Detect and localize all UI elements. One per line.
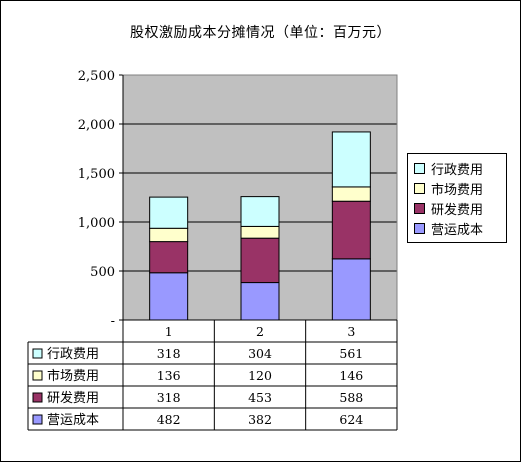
bar-segment bbox=[149, 241, 189, 274]
data-table: 1 2 3 行政费用 318 304 561 市场费用 136 120 146 研发费用 318 453 5… bbox=[27, 319, 398, 431]
legend-swatch bbox=[414, 222, 425, 234]
legend-item: 营运成本 bbox=[414, 218, 506, 238]
legend-label: 行政费用 bbox=[431, 162, 484, 178]
bar-segment bbox=[331, 131, 371, 188]
x-tick-label: 3 bbox=[347, 324, 355, 339]
y-tick-label: - bbox=[111, 314, 115, 329]
y-tick-label: 500 bbox=[90, 265, 115, 280]
legend-swatch bbox=[414, 182, 425, 194]
x-tick-label: 2 bbox=[256, 324, 264, 339]
bar-segment bbox=[240, 196, 280, 227]
legend-item: 行政费用 bbox=[414, 158, 506, 178]
table-cell: 146 bbox=[339, 368, 363, 383]
table-legend-key bbox=[32, 392, 43, 403]
table-cell: 120 bbox=[248, 368, 272, 383]
legend-label: 营运成本 bbox=[431, 222, 484, 238]
bar-segment bbox=[331, 186, 371, 202]
bar-segment bbox=[149, 272, 189, 321]
legend-swatch bbox=[414, 162, 425, 174]
plot-area: - 500 1,000 1,500 2,000 2,500 bbox=[78, 69, 398, 329]
chart-title: 股权激励成本分摊情况（单位：百万元） bbox=[130, 25, 391, 41]
y-tick-label: 1,500 bbox=[78, 167, 115, 182]
legend-item: 市场费用 bbox=[414, 178, 506, 198]
table-cell: 588 bbox=[339, 390, 363, 405]
bar-segment bbox=[149, 227, 189, 243]
table-legend-key bbox=[32, 370, 43, 381]
legend-label: 市场费用 bbox=[431, 182, 484, 198]
legend-label: 研发费用 bbox=[431, 202, 484, 218]
bar-segment bbox=[149, 196, 189, 229]
legend-swatch bbox=[414, 202, 425, 214]
bar-segment bbox=[240, 282, 280, 321]
table-legend-key bbox=[32, 414, 43, 425]
bar-segment bbox=[331, 258, 371, 321]
table-row-label: 行政费用 bbox=[47, 347, 99, 362]
table-cell: 136 bbox=[157, 368, 181, 383]
bar-segment bbox=[240, 225, 280, 239]
table-legend-key bbox=[32, 348, 43, 359]
x-tick-label: 1 bbox=[165, 324, 173, 339]
y-tick-label: 1,000 bbox=[78, 216, 115, 231]
table-cell: 624 bbox=[339, 412, 363, 427]
table-cell: 318 bbox=[157, 346, 181, 361]
legend-item: 研发费用 bbox=[414, 198, 506, 218]
table-cell: 304 bbox=[248, 346, 272, 361]
table-cell: 482 bbox=[157, 412, 181, 427]
legend: 行政费用市场费用研发费用营运成本 bbox=[407, 153, 507, 243]
y-tick-label: 2,000 bbox=[78, 118, 115, 133]
table-cell: 561 bbox=[339, 346, 363, 361]
table-cell: 453 bbox=[248, 390, 272, 405]
table-row-label: 市场费用 bbox=[47, 368, 99, 384]
bar-segment bbox=[240, 237, 280, 284]
bar-segment bbox=[331, 200, 371, 260]
table-cell: 318 bbox=[157, 390, 181, 405]
table-row-label: 研发费用 bbox=[47, 390, 99, 406]
table-cell: 382 bbox=[248, 412, 272, 427]
table-row-label: 营运成本 bbox=[47, 413, 99, 428]
y-tick-label: 2,500 bbox=[78, 69, 115, 84]
